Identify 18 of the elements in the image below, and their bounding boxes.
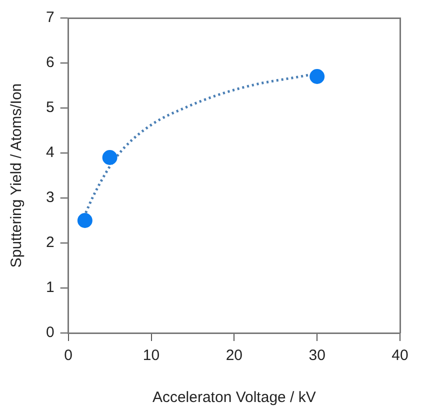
y-axis-title: Sputtering Yield / Atoms/Ion <box>8 83 26 268</box>
y-tick-label: 4 <box>46 144 54 162</box>
y-tick-label: 6 <box>46 54 54 72</box>
x-tick-label: 10 <box>142 347 160 364</box>
point <box>77 213 92 228</box>
y-tick-label: 1 <box>46 279 54 296</box>
y-tick-label: 3 <box>46 189 54 206</box>
x-tick-label: 20 <box>226 347 243 364</box>
y-tick-label: 7 <box>46 9 54 26</box>
y-tick-label: 2 <box>46 234 54 252</box>
point <box>310 69 325 84</box>
x-tick-label: 40 <box>392 347 408 364</box>
x-axis-title: Acceleraton Voltage / kV <box>152 389 316 406</box>
y-tick-label: 0 <box>46 324 54 342</box>
x-tick-label: 0 <box>64 347 73 364</box>
x-tick-label: 30 <box>308 347 326 364</box>
y-tick-label: 5 <box>46 99 54 116</box>
point <box>102 150 118 165</box>
